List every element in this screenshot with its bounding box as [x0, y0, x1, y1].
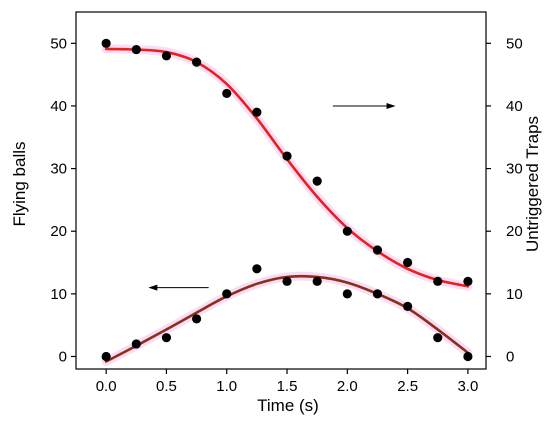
series-2-point — [372, 289, 383, 299]
y-tick-label-left: 50 — [50, 35, 67, 52]
series-1-point — [342, 226, 352, 236]
series-1-point — [101, 38, 111, 48]
x-tick-label: 1.5 — [277, 378, 298, 395]
series-2-point — [161, 333, 172, 343]
plot-frame — [75, 11, 487, 370]
series-1-point — [222, 88, 232, 99]
series-2-point — [433, 333, 443, 343]
fit-curve-1 — [104, 47, 470, 288]
x-axis-title: Time (s) — [257, 396, 319, 415]
annotation-arrowhead-left — [148, 284, 158, 291]
series-2-point — [312, 276, 322, 286]
series-1-point — [372, 245, 383, 255]
y-tick-label-left: 40 — [50, 98, 67, 115]
series-1-point — [252, 107, 262, 117]
y-tick-label-left: 10 — [50, 286, 67, 303]
y-tick-label-right: 10 — [506, 286, 523, 303]
y-tick-label-right: 0 — [506, 348, 514, 365]
y-tick-label-left: 20 — [50, 223, 67, 240]
series-2-point — [463, 351, 473, 362]
data-points — [101, 38, 473, 362]
fit-curve-glow-2 — [101, 271, 473, 366]
series-2-point — [282, 276, 292, 286]
y-tick-label-right: 40 — [506, 98, 523, 115]
series-2-point — [403, 301, 413, 311]
annotations — [148, 102, 396, 291]
y-tick-label-left: 0 — [59, 348, 67, 365]
y-tick-label-right: 30 — [506, 161, 523, 178]
series-1-point — [463, 276, 473, 286]
series-2-point — [222, 289, 232, 299]
series-2-point — [191, 314, 202, 324]
y-tick-label-left: 30 — [50, 161, 67, 178]
series-1-point — [191, 57, 202, 67]
fit-curves — [101, 44, 473, 366]
x-tick-label: 0.5 — [156, 378, 177, 395]
x-tick-label: 3.0 — [457, 378, 478, 395]
series-1-point — [312, 176, 322, 186]
x-tick-label: 1.0 — [216, 378, 237, 395]
series-1-point — [161, 51, 172, 61]
fit-curve-2 — [104, 274, 470, 363]
y-tick-label-right: 50 — [506, 35, 523, 52]
y-tick-label-right: 20 — [506, 223, 523, 240]
fit-curve-glow-1 — [101, 44, 473, 291]
annotation-arrowhead-right — [386, 102, 396, 109]
x-tick-label: 2.0 — [337, 378, 358, 395]
x-tick-label: 2.5 — [397, 378, 418, 395]
series-2-point — [252, 264, 262, 274]
x-tick-label: 0.0 — [96, 378, 117, 395]
series-1-point — [131, 44, 141, 55]
series-1-point — [433, 276, 443, 286]
series-1-point — [403, 257, 413, 268]
series-2-point — [342, 289, 352, 299]
series-1-point — [282, 151, 292, 161]
axes: 0.0 0.5 1.0 1.5 2.0 2.5 3.0 0 10 20 30 40 50 0 10 20 30 4… — [50, 11, 523, 395]
series-2-point — [101, 351, 111, 362]
y-axis-title-right: Untriggered Traps — [523, 116, 542, 252]
y-axis-title-left: Flying balls — [10, 141, 29, 226]
series-2-point — [131, 339, 141, 349]
